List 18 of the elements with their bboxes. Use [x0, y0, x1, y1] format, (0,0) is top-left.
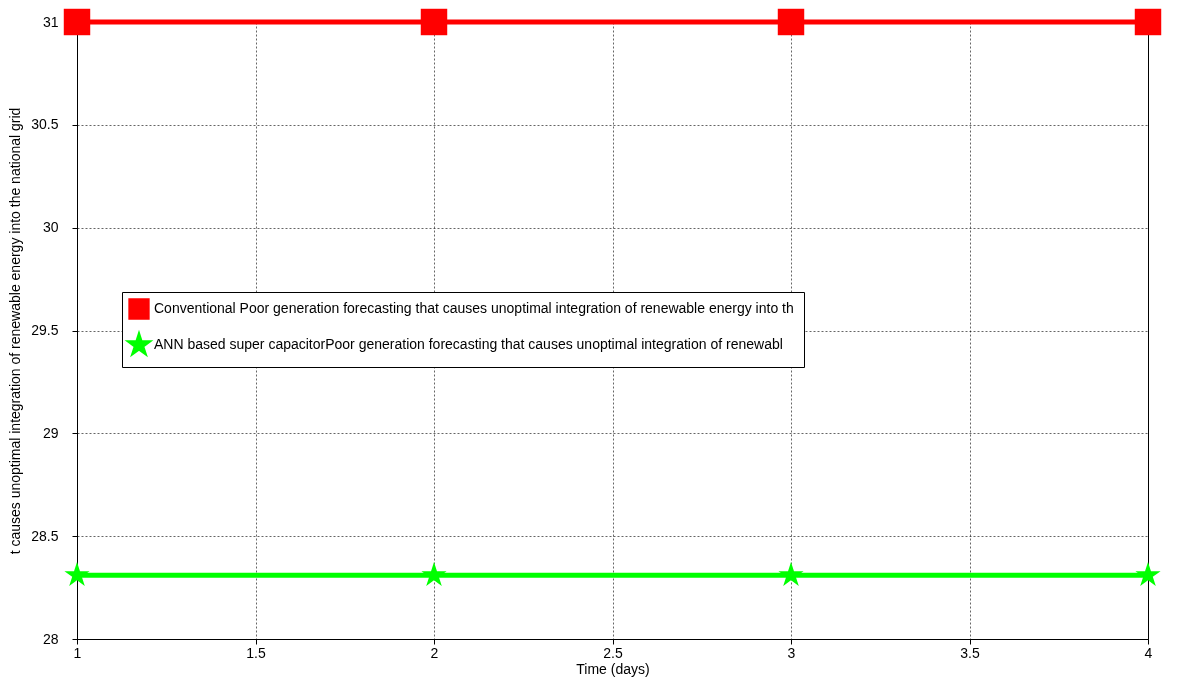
x-tick-label: 1: [73, 644, 82, 661]
x-tick-label: 2: [430, 644, 439, 661]
y-tick-label: 30.5: [31, 116, 59, 133]
y-tick-label: 28.5: [31, 527, 59, 544]
x-tick-label: 2.5: [603, 644, 623, 661]
legend-label: ANN based super capacitorPoor generation forecasting that causes unoptimal integration of renewabl: [154, 336, 783, 352]
legend-label: Conventional Poor generation forecasting that causes unoptimal integration of renewable energy into th: [154, 300, 794, 316]
y-tick-label: 28: [42, 630, 59, 647]
x-tick-label: 1.5: [246, 644, 266, 661]
x-axis-title: Time (days): [576, 660, 650, 677]
y-tick-label: 29.5: [31, 322, 59, 338]
y-tick-label: 29: [42, 424, 59, 441]
y-tick-label: 31: [42, 13, 59, 30]
y-tick-label: 30: [42, 219, 59, 236]
x-tick-label: 4: [1144, 644, 1153, 661]
x-tick-label: 3: [787, 644, 796, 661]
y-axis-title: t causes unoptimal integration of renewable energy into the national grid: [7, 107, 24, 555]
x-tick-label: 3.5: [960, 644, 980, 661]
